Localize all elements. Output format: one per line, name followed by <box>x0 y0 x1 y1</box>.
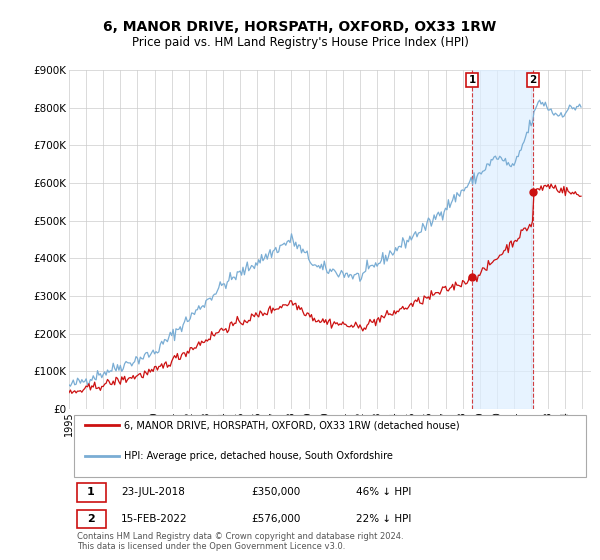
Text: £576,000: £576,000 <box>252 514 301 524</box>
Text: 1: 1 <box>87 487 95 497</box>
Text: Contains HM Land Registry data © Crown copyright and database right 2024.
This d: Contains HM Land Registry data © Crown c… <box>77 532 403 551</box>
Text: 15-FEB-2022: 15-FEB-2022 <box>121 514 188 524</box>
Text: HPI: Average price, detached house, South Oxfordshire: HPI: Average price, detached house, Sout… <box>124 451 392 461</box>
FancyBboxPatch shape <box>77 483 106 502</box>
Text: Price paid vs. HM Land Registry's House Price Index (HPI): Price paid vs. HM Land Registry's House … <box>131 36 469 49</box>
Text: 6, MANOR DRIVE, HORSPATH, OXFORD, OX33 1RW: 6, MANOR DRIVE, HORSPATH, OXFORD, OX33 1… <box>103 20 497 34</box>
Text: 22% ↓ HPI: 22% ↓ HPI <box>356 514 412 524</box>
Text: 46% ↓ HPI: 46% ↓ HPI <box>356 487 412 497</box>
Bar <box>472 70 533 409</box>
Text: 6, MANOR DRIVE, HORSPATH, OXFORD, OX33 1RW (detached house): 6, MANOR DRIVE, HORSPATH, OXFORD, OX33 1… <box>124 420 460 430</box>
Text: 2: 2 <box>530 75 537 85</box>
Text: 1: 1 <box>469 75 476 85</box>
Text: 23-JUL-2018: 23-JUL-2018 <box>121 487 185 497</box>
FancyBboxPatch shape <box>77 510 106 528</box>
Text: 2: 2 <box>87 514 95 524</box>
FancyBboxPatch shape <box>74 415 586 477</box>
Text: £350,000: £350,000 <box>252 487 301 497</box>
